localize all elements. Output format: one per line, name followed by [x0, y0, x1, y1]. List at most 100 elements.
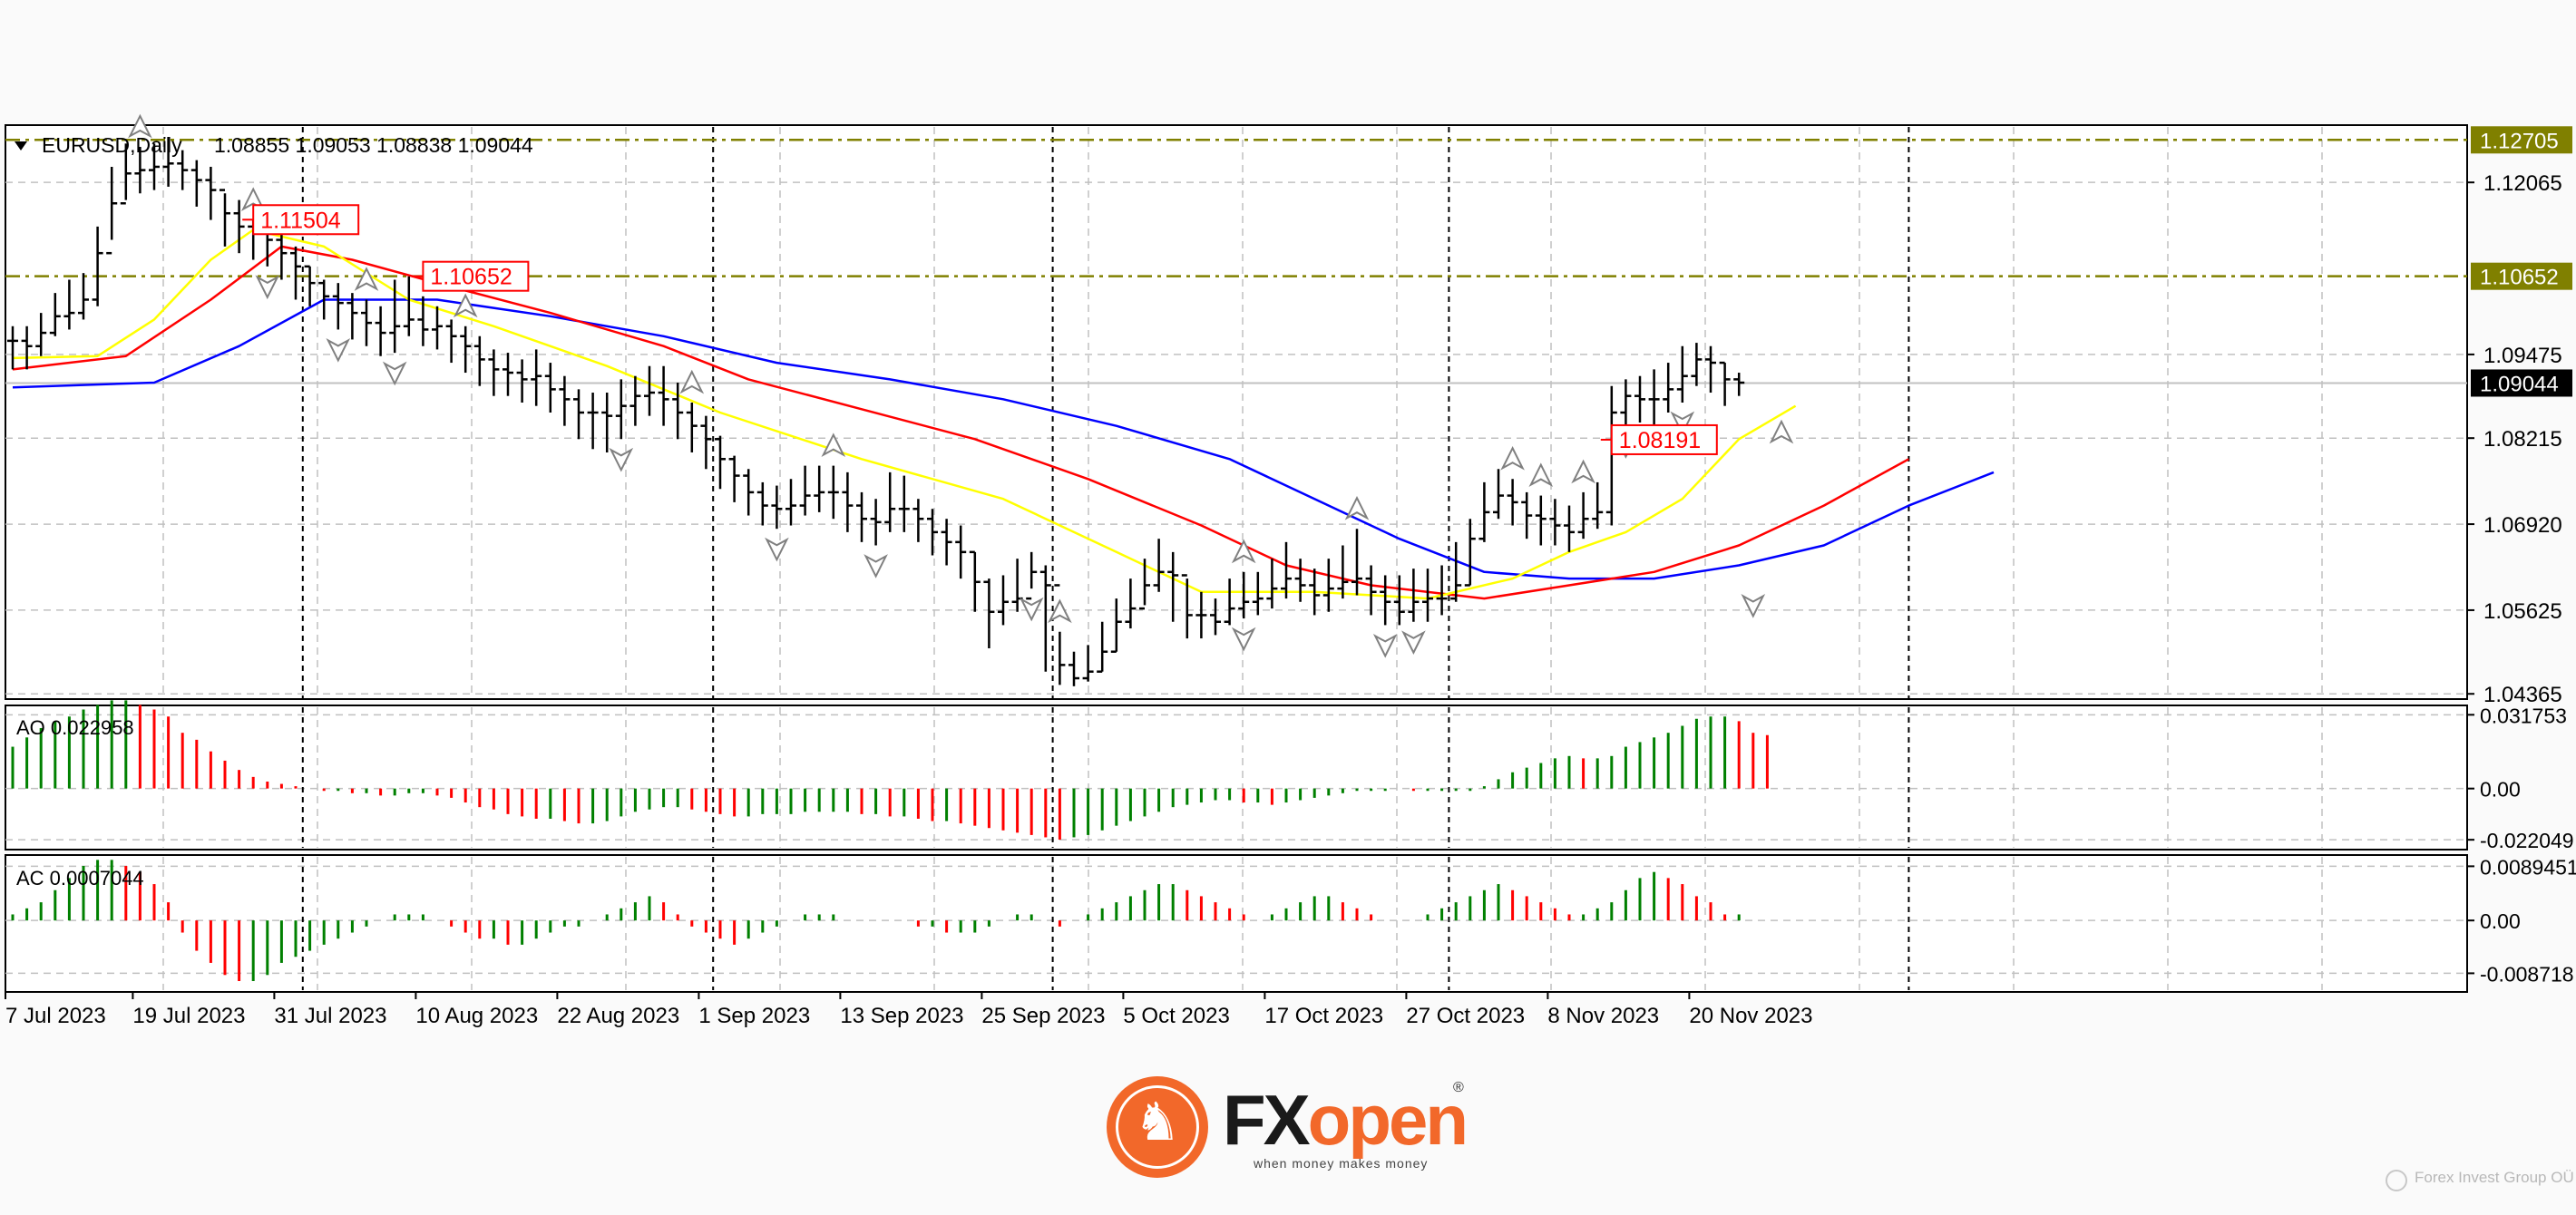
ohlc-bar — [516, 359, 528, 403]
ohlc-bar — [658, 365, 669, 426]
ohlc-bar — [842, 471, 854, 532]
ohlc-bar — [1691, 343, 1703, 386]
ohlc-bar — [644, 365, 655, 416]
ohlc-bar — [1082, 645, 1094, 682]
ohlc-bar — [1039, 565, 1051, 672]
ma-red-line — [12, 245, 1910, 600]
ohlc-bar — [63, 279, 75, 330]
callout-box — [252, 204, 360, 236]
ohlc-bar — [1592, 481, 1604, 530]
ohlc-bar — [276, 233, 288, 280]
moving-averages — [12, 228, 1995, 600]
ohlc-bar — [1181, 574, 1193, 639]
price-tick-label: 1.04365 — [2483, 683, 2562, 707]
ohlc-bar — [1705, 345, 1716, 394]
ohlc-bar — [78, 273, 89, 320]
price-callout: 1.08191 — [1600, 423, 1718, 455]
date-tick-label: 19 Jul 2023 — [132, 1004, 245, 1028]
ohlc-bar — [1549, 499, 1561, 546]
collapse-triangle-icon[interactable] — [15, 141, 27, 151]
fractal-up-icon — [679, 369, 705, 394]
price-tick-label: 1.06920 — [2483, 513, 2562, 538]
ohlc-bar — [1322, 559, 1334, 612]
ohlc-bar — [1139, 559, 1150, 610]
ohlc-bar — [998, 575, 1009, 626]
ac-histogram — [11, 860, 1741, 981]
fractal-down-icon — [1231, 627, 1256, 652]
ohlc-bar — [1393, 575, 1405, 626]
ohlc-bar — [417, 296, 429, 346]
ohlc-bars — [7, 136, 1745, 686]
ohlc-bar — [1125, 578, 1137, 629]
price-chart[interactable]: 1.11504 1.10652 1.08191 1.12065 1.09475 1.08… — [0, 0, 2576, 1043]
ohlc-bar — [120, 143, 132, 205]
date-tick-label: 25 Sep 2023 — [981, 1004, 1105, 1028]
ohlc-bar — [473, 335, 485, 386]
ohlc-bar — [190, 160, 202, 207]
fractal-down-icon — [326, 338, 351, 363]
ac-tick-label: 0.00 — [2480, 909, 2521, 933]
ohlc-bar — [1167, 551, 1179, 622]
ohlc-bar — [92, 226, 103, 306]
ohlc-bar — [177, 150, 189, 190]
ohlc-bar — [361, 299, 372, 346]
ohlc-bar — [1676, 345, 1688, 403]
ohlc-bar — [1422, 569, 1433, 622]
fxopen-wordmark: FXopen — [1223, 1084, 1469, 1156]
ohlc-bar — [1478, 481, 1490, 542]
ohlc-bar — [304, 265, 316, 306]
ohlc-bar — [1210, 598, 1221, 636]
ohlc-bar — [1309, 569, 1321, 616]
fractal-up-icon — [1344, 495, 1370, 520]
ohlc-bar — [559, 375, 571, 426]
ohlc-bar — [983, 578, 995, 649]
ohlc-bar — [969, 550, 981, 612]
ohlc-bar — [615, 379, 627, 440]
date-tick-label: 27 Oct 2023 — [1406, 1004, 1525, 1028]
fractal-up-icon — [1500, 446, 1525, 471]
ohlc-bar — [1564, 505, 1575, 552]
ohlc-bar — [1577, 491, 1589, 539]
main-plot-area — [5, 124, 2468, 700]
ohlc-bar — [35, 313, 47, 356]
ohlc-bar — [1507, 479, 1518, 526]
date-tick-label: 17 Oct 2023 — [1264, 1004, 1383, 1028]
ohlc-bar — [587, 393, 599, 450]
price-tick-label: 1.08215 — [2483, 427, 2562, 452]
fxopen-logo: ♞ FXopen ® when money makes money — [1107, 1076, 2014, 1185]
registered-mark: ® — [1453, 1080, 1464, 1095]
fractal-arrows — [128, 113, 1794, 658]
ohlc-bar — [49, 293, 61, 336]
fractal-down-icon — [1019, 597, 1044, 622]
ohlc-bar — [955, 525, 967, 579]
ohlc-bar — [375, 306, 386, 356]
fractal-up-icon — [1571, 459, 1595, 484]
fractal-down-icon — [1372, 634, 1398, 658]
ohlc-bar — [756, 481, 768, 526]
date-tick-label: 8 Nov 2023 — [1547, 1004, 1659, 1028]
ohlc-bar — [233, 199, 245, 254]
fractal-up-icon — [1528, 462, 1554, 487]
ohlc-bar — [1351, 529, 1362, 596]
date-tick-label: 31 Jul 2023 — [274, 1004, 386, 1028]
ao-tick-label: 0.031753 — [2480, 704, 2567, 727]
ohlc-bar — [1719, 361, 1731, 406]
ohlc-bar — [162, 136, 174, 187]
callout-box — [1610, 423, 1718, 455]
price-tick-label: 1.05625 — [2483, 599, 2562, 624]
ac-label: AC 0.0007044 — [16, 867, 144, 889]
fractal-down-icon — [765, 537, 789, 562]
fractal-up-icon — [1769, 419, 1794, 444]
ac-plot-area — [5, 854, 2468, 993]
ohlc-bar — [827, 465, 839, 520]
ohlc-bar — [346, 293, 358, 340]
logo-open: open — [1307, 1080, 1469, 1160]
ma-yellow-line — [12, 228, 1797, 600]
ohlc-bar — [856, 491, 867, 542]
date-tick-label: 1 Sep 2023 — [698, 1004, 810, 1028]
logo-fx: FX — [1223, 1080, 1311, 1160]
ohlc-bar — [686, 403, 698, 452]
ohlc-bar — [1365, 565, 1377, 616]
price-tick-label: 1.09475 — [2483, 344, 2562, 368]
